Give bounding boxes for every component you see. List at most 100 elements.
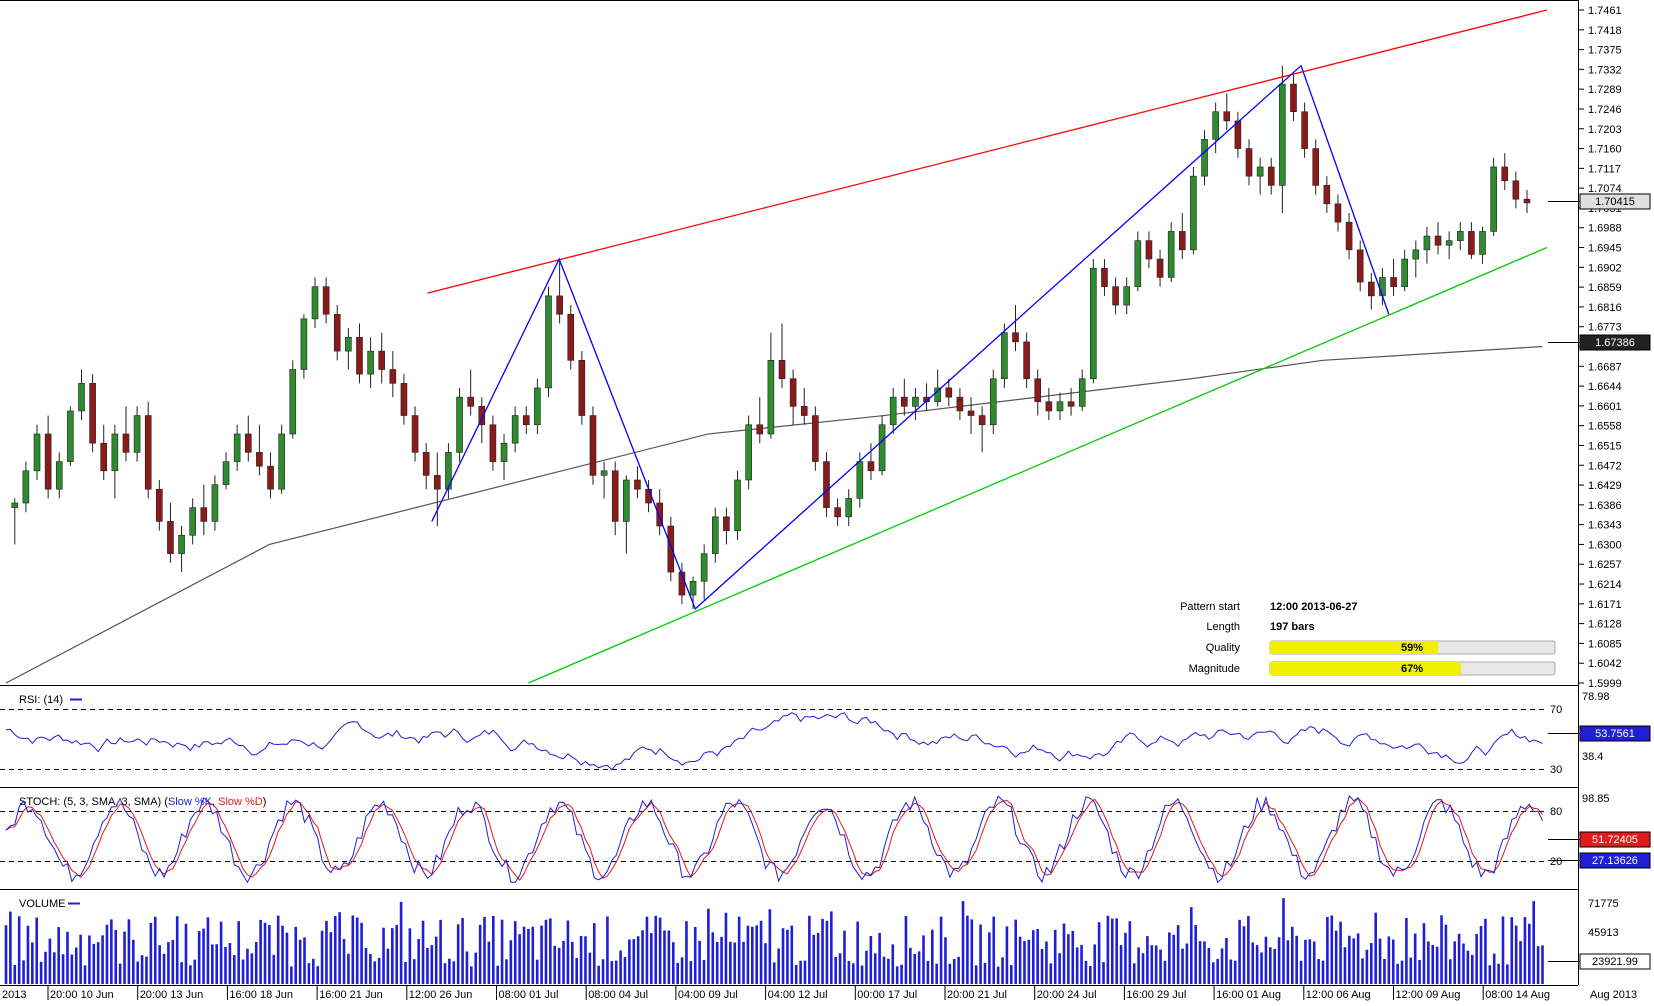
candle: [55, 452, 63, 499]
volume-bar: [1369, 943, 1373, 984]
volume-bar: [1163, 960, 1167, 984]
volume-bar: [592, 923, 596, 984]
candle: [1112, 277, 1119, 315]
volume-bar: [1427, 941, 1430, 984]
volume-bar: [1005, 926, 1009, 984]
volume-bar: [808, 915, 811, 984]
volume-bar: [952, 959, 956, 984]
volume-bar: [759, 920, 763, 984]
candle: [333, 305, 341, 361]
volume-bar: [1159, 949, 1162, 984]
volume-bar: [426, 947, 429, 984]
volume-bar: [777, 948, 780, 984]
candle: [1445, 231, 1453, 260]
volume-bar: [246, 948, 249, 984]
volume-bar: [992, 916, 996, 984]
candle: [300, 314, 308, 379]
price-tick-label: 1.6859: [1588, 282, 1622, 294]
volume-bar: [1321, 960, 1325, 984]
candle: [1312, 139, 1320, 195]
candle: [389, 351, 397, 398]
candle: [945, 378, 953, 407]
volume-bar: [391, 928, 394, 984]
pattern-start-value: 12:00 2013-06-27: [1270, 601, 1357, 613]
volume-bar: [654, 915, 658, 984]
volume-bar: [61, 954, 65, 984]
candle: [845, 489, 853, 527]
volume-bar: [167, 942, 170, 984]
volume-bar: [145, 956, 148, 984]
volume-bar: [1334, 930, 1338, 984]
volume-bar: [518, 934, 521, 984]
volume-bar: [259, 919, 262, 984]
quality-label: Quality: [1206, 642, 1241, 654]
volume-bar: [1506, 964, 1509, 984]
volume-bar: [417, 938, 420, 984]
candle: [211, 475, 219, 531]
rsi-axis-label-70: 70: [1550, 704, 1562, 716]
candle: [1201, 130, 1208, 186]
volume-bar: [821, 918, 824, 984]
candle: [1479, 226, 1486, 264]
candle: [1090, 259, 1097, 384]
volume-bar: [1110, 918, 1114, 984]
volume-bar: [101, 935, 104, 984]
volume-bar: [961, 901, 965, 984]
volume-bar: [825, 920, 829, 984]
candle: [1501, 153, 1509, 190]
volume-bar: [1435, 946, 1439, 984]
candle: [467, 369, 474, 416]
volume-bar: [1062, 923, 1066, 984]
volume-bar: [329, 932, 333, 984]
candle: [322, 277, 330, 324]
candle: [400, 374, 408, 425]
rsi-line: [5, 712, 1543, 771]
rsi-axis-label-30: 30: [1550, 764, 1562, 776]
candle: [1356, 240, 1364, 292]
price-tick-label: 1.6601: [1588, 401, 1622, 413]
candle: [356, 323, 363, 384]
volume-bar: [237, 921, 240, 984]
volume-bar: [1238, 919, 1241, 984]
volume-bar: [474, 952, 478, 984]
volume-bar: [1299, 960, 1303, 984]
volume-bar: [1405, 917, 1408, 984]
volume-bar: [351, 915, 355, 984]
price-tick-label: 1.6816: [1588, 302, 1622, 314]
volume-bar: [158, 945, 161, 984]
volume-bar: [544, 919, 548, 984]
price-tick-label: 1.7203: [1588, 124, 1622, 136]
volume-bar: [1409, 957, 1413, 984]
time-axis-label: 08:00 04 Jul: [588, 989, 648, 1001]
time-axis-label: 2013: [2, 989, 26, 1001]
volume-bar: [1194, 925, 1197, 984]
candle: [1390, 259, 1397, 296]
candle: [311, 277, 319, 329]
volume-bar: [1479, 926, 1483, 984]
volume-bar: [470, 966, 473, 984]
time-axis-label: 16:00 21 Jun: [319, 989, 383, 1001]
volume-bar: [895, 966, 899, 984]
volume-bar: [909, 947, 912, 984]
rsi-current-label: 53.7561: [1595, 728, 1635, 740]
volume-bar: [1457, 933, 1461, 984]
candle: [1012, 305, 1019, 352]
candle: [700, 544, 708, 600]
price-tick-label: 1.6085: [1588, 638, 1622, 650]
candle: [22, 461, 30, 513]
volume-bar: [658, 917, 662, 984]
volume-bar: [781, 928, 785, 984]
volume-bar: [1168, 932, 1171, 984]
price-tick-label: 1.7289: [1588, 84, 1622, 96]
volume-bar: [597, 965, 600, 984]
volume-bar: [421, 920, 425, 984]
candlesticks: [11, 65, 1531, 609]
volume-bar: [1519, 941, 1522, 984]
volume-bar: [439, 919, 442, 984]
volume-bar: [197, 931, 201, 984]
volume-bar: [1488, 965, 1492, 984]
candle: [967, 397, 975, 434]
candle: [800, 387, 808, 425]
volume-bar: [935, 963, 938, 984]
volume-bar: [136, 961, 139, 984]
